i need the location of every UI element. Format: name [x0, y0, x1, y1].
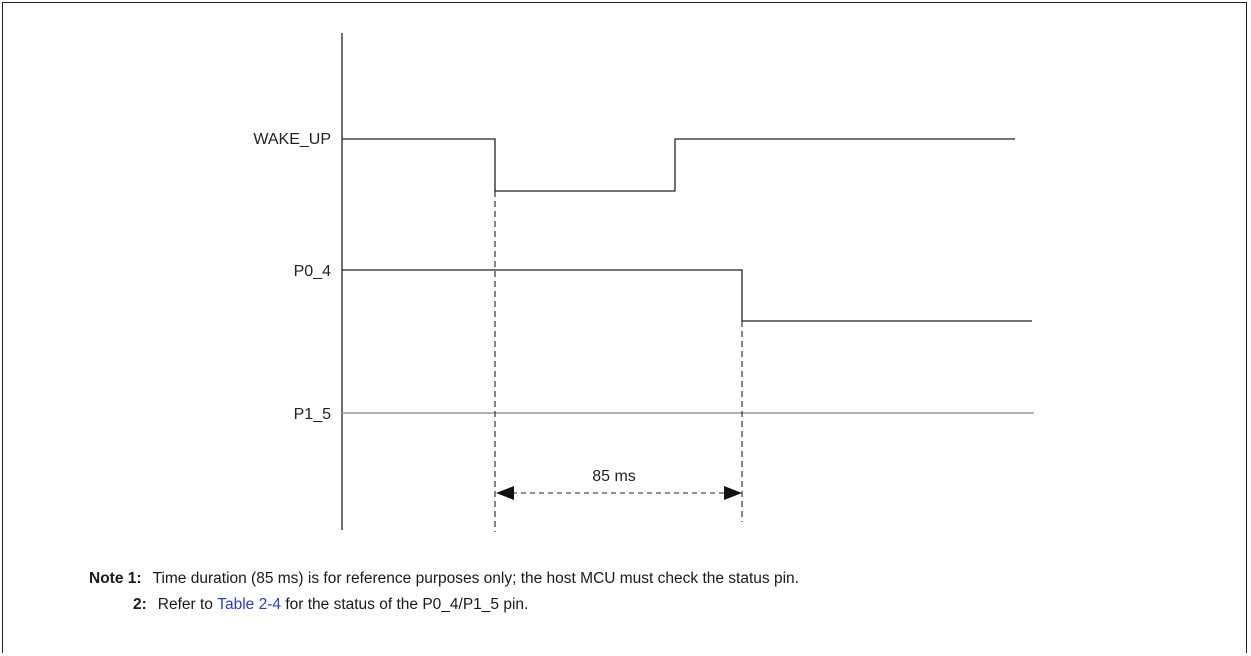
note-number: 2:	[133, 596, 147, 613]
duration-label: 85 ms	[592, 468, 636, 485]
signal-label-p1-5: P1_5	[294, 406, 331, 423]
signal-label-p0-4: P0_4	[294, 263, 331, 280]
table-reference-link[interactable]: Table 2-4	[217, 596, 282, 613]
notes-heading: Note	[89, 570, 124, 587]
notes-section: Note 1: Time duration (85 ms) is for ref…	[89, 566, 799, 618]
note-text-suffix: for the status of the P0_4/P1_5 pin.	[281, 596, 529, 613]
p0-4-waveform	[342, 269, 1032, 322]
note-item-2: 2: Refer to Table 2-4 for the status of …	[89, 592, 799, 618]
duration-arrow-left-head	[496, 486, 514, 500]
note-text-prefix: Refer to	[157, 596, 218, 613]
duration-arrow-right-head	[724, 486, 742, 500]
wake-up-waveform	[342, 138, 1015, 192]
signal-label-wake-up: WAKE_UP	[253, 131, 331, 148]
note-text: Time duration (85 ms) is for reference p…	[152, 570, 799, 587]
note-item-1: Note 1: Time duration (85 ms) is for ref…	[89, 566, 799, 592]
note-number: 1:	[127, 570, 142, 587]
